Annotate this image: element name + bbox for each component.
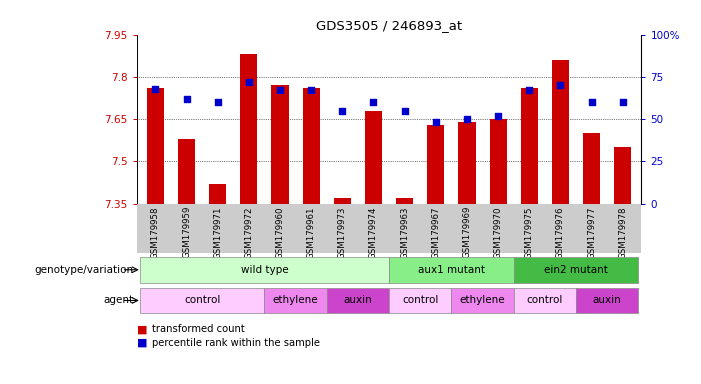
Point [461, 116, 472, 122]
Bar [514, 257, 639, 283]
Bar [264, 288, 327, 313]
Text: GSM179975: GSM179975 [525, 206, 533, 258]
Bar [451, 288, 514, 313]
Text: GSM179960: GSM179960 [275, 206, 285, 258]
Text: genotype/variation: genotype/variation [34, 265, 133, 275]
Bar [552, 60, 569, 204]
Title: GDS3505 / 246893_at: GDS3505 / 246893_at [316, 19, 462, 32]
Text: GSM179978: GSM179978 [618, 206, 627, 258]
Text: GSM179961: GSM179961 [306, 206, 315, 258]
Text: control: control [402, 295, 438, 306]
Text: ethylene: ethylene [273, 295, 318, 306]
Text: GSM179971: GSM179971 [213, 206, 222, 258]
Bar [327, 288, 389, 313]
Text: GSM179970: GSM179970 [494, 206, 503, 258]
Bar [147, 88, 164, 204]
Bar [303, 88, 320, 204]
Text: transformed count: transformed count [152, 324, 245, 334]
Bar [389, 288, 451, 313]
Point [243, 79, 254, 85]
Text: percentile rank within the sample: percentile rank within the sample [152, 338, 320, 348]
Text: GSM179963: GSM179963 [400, 206, 409, 258]
Point [399, 108, 410, 114]
Point [554, 82, 566, 88]
Text: wild type: wild type [240, 265, 288, 275]
Bar [583, 133, 600, 204]
Text: GSM179977: GSM179977 [587, 206, 596, 258]
Point [336, 108, 348, 114]
Text: auxin: auxin [593, 295, 622, 306]
Bar [240, 54, 257, 204]
Text: control: control [184, 295, 220, 306]
Bar [514, 288, 576, 313]
Bar [396, 198, 413, 204]
Point [212, 99, 224, 105]
Text: ein2 mutant: ein2 mutant [544, 265, 608, 275]
Bar [458, 122, 475, 204]
Point [306, 87, 317, 93]
Bar [521, 88, 538, 204]
Text: GSM179972: GSM179972 [245, 206, 253, 258]
Point [274, 87, 285, 93]
Bar [139, 288, 264, 313]
Bar [427, 125, 444, 204]
Bar [271, 85, 289, 204]
Text: aux1 mutant: aux1 mutant [418, 265, 485, 275]
Point [368, 99, 379, 105]
Text: ethylene: ethylene [460, 295, 505, 306]
Text: GSM179958: GSM179958 [151, 206, 160, 258]
Text: GSM179969: GSM179969 [463, 206, 472, 258]
Text: ■: ■ [137, 338, 147, 348]
Point [524, 87, 535, 93]
Bar [209, 184, 226, 204]
Text: auxin: auxin [343, 295, 372, 306]
Bar [139, 257, 389, 283]
Point [617, 99, 628, 105]
Text: control: control [526, 295, 563, 306]
Text: ■: ■ [137, 324, 147, 334]
Bar [365, 111, 382, 204]
Point [493, 113, 504, 119]
Bar [614, 147, 632, 204]
Text: GSM179967: GSM179967 [431, 206, 440, 258]
Point [181, 96, 192, 102]
Text: agent: agent [103, 295, 133, 306]
Point [586, 99, 597, 105]
Point [430, 119, 442, 126]
Bar [389, 257, 514, 283]
Text: GSM179973: GSM179973 [338, 206, 347, 258]
Point [150, 86, 161, 92]
Bar [576, 288, 639, 313]
Text: GSM179974: GSM179974 [369, 206, 378, 258]
Text: GSM179959: GSM179959 [182, 206, 191, 258]
Bar [489, 119, 507, 204]
Bar [178, 139, 195, 204]
Bar [334, 198, 351, 204]
Text: GSM179976: GSM179976 [556, 206, 565, 258]
